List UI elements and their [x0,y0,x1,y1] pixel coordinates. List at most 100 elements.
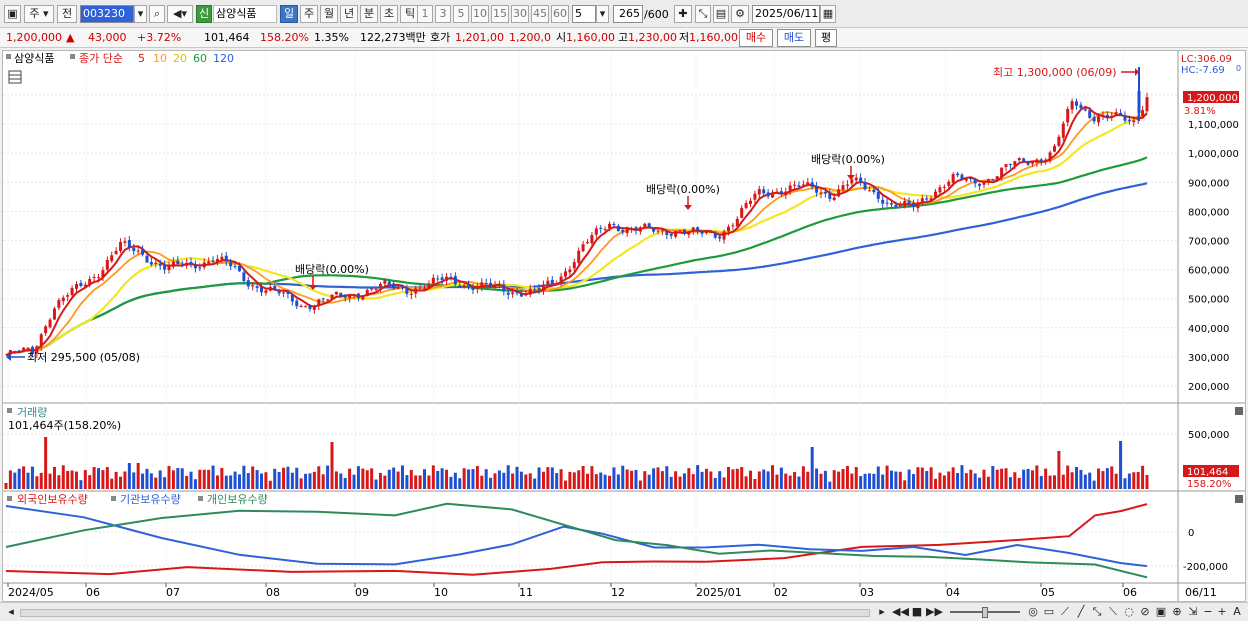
scroll-track[interactable] [20,609,870,617]
interval-button-10[interactable]: 10 [471,5,489,23]
interval-button-30[interactable]: 30 [511,5,529,23]
interval-button-3[interactable]: 3 [435,5,451,23]
interval-button-5[interactable]: 5 [453,5,469,23]
stop-icon[interactable]: ■ [911,605,923,618]
gear-icon[interactable]: ⚙ [731,5,749,23]
volume-bar [88,475,92,489]
volume-bar [295,467,299,489]
volume-bar [1101,471,1105,489]
tool-icon-10[interactable]: ⊕ [1172,605,1182,618]
tool-icon-2[interactable]: ▭ [1043,605,1055,618]
candle-body [832,197,836,201]
count-input[interactable]: 265 [613,5,643,23]
zoom-out-icon[interactable]: − [1203,605,1213,618]
sound-icon[interactable]: ◀▾ [167,5,193,23]
forward-icon[interactable]: ▶▶ [926,605,943,618]
box-select[interactable]: 주 ▾ [24,5,54,23]
candle-body [365,289,369,296]
tool-icon-5[interactable]: ⤡ [1092,605,1102,618]
tool-icon-9[interactable]: ▣ [1155,605,1167,618]
candle-body [370,288,374,290]
interval-input[interactable]: 5 [572,5,596,23]
table-icon[interactable] [8,70,22,84]
period-tab-3[interactable]: 년 [340,5,358,23]
chart-svg[interactable]: 1,100,000 1,000,000 900,000 800,000 700,000 6… [3,51,1245,601]
volume-bar [912,474,916,489]
tool-icon-1[interactable]: ◎ [1028,605,1038,618]
candle-body [497,285,501,287]
candle-body [771,193,775,198]
sell-button[interactable]: 매도 [777,29,811,47]
volume-bar [26,472,30,489]
candle-body [475,287,479,289]
interval-button-1[interactable]: 1 [417,5,433,23]
zoom-slider-handle[interactable] [982,607,988,618]
volume-bar [70,470,74,489]
candle-body [854,177,858,181]
interval-button-60[interactable]: 60 [551,5,569,23]
rewind-icon[interactable]: ◀◀ [892,605,909,618]
candle-body [286,291,290,294]
volume-bar [929,467,933,489]
interval-button-45[interactable]: 45 [531,5,549,23]
window-icon[interactable]: ▣ [4,5,21,23]
volume-panel-close-icon[interactable] [1235,407,1243,415]
candle-body [1105,114,1109,118]
volume-bar [797,476,801,489]
candle-body [198,267,202,269]
save-icon[interactable]: ▤ [713,5,729,23]
dividend-annotation: 배당락(0.00%) [811,153,885,166]
auto-scale-icon[interactable]: A [1233,605,1241,618]
tool-icon-7[interactable]: ◌ [1124,605,1134,618]
code-input[interactable]: 003230 [80,5,134,23]
chart-lines [5,105,1148,579]
prev-button[interactable]: 전 [57,5,77,23]
date-input[interactable]: 2025/06/11 [752,5,820,23]
volume-bar [132,472,136,489]
volume-bar [436,470,440,489]
period-tab-1[interactable]: 주 [300,5,318,23]
volume-bar [480,475,484,489]
scroll-left-icon[interactable]: ◂ [8,605,14,618]
period-tab-5[interactable]: 초 [380,5,398,23]
tool-icon-4[interactable]: ╱ [1077,605,1085,618]
search-icon[interactable]: ⌕ [149,5,165,23]
volume-bar [718,471,722,489]
interval-button-15[interactable]: 15 [491,5,509,23]
volume-bar [1097,468,1101,489]
draw-icon[interactable]: ⤡ [695,5,711,23]
buy-button[interactable]: 매수 [739,29,773,47]
candle-body [119,242,123,252]
tool-icon-6[interactable]: ⟍ [1109,605,1117,618]
scroll-right-icon[interactable]: ▸ [879,605,885,618]
interval-dropdown-icon[interactable]: ▾ [596,5,609,23]
volume-bar [1132,472,1136,489]
volume-bar [4,483,8,489]
period-tab-2[interactable]: 월 [320,5,338,23]
volume-bar [1000,468,1004,489]
volume-bar [643,471,647,489]
volume-bar [586,473,590,489]
code-dropdown-icon[interactable]: ▾ [134,5,147,23]
volume-bar [268,480,272,489]
holdings-panel-close-icon[interactable] [1235,495,1243,503]
price-y-tick: 700,000 [1188,237,1229,248]
candle-body [784,191,788,196]
tool-icon-8[interactable]: ⊘ [1140,605,1150,618]
crosshair-icon[interactable]: ✚ [674,5,692,23]
tool-icon-11[interactable]: ⇲ [1188,605,1198,618]
candle-body [669,233,673,236]
volume-bar [793,471,797,489]
zoom-in-icon[interactable]: + [1217,605,1227,618]
period-tab-0[interactable]: 일 [280,5,298,23]
avg-button[interactable]: 평 [815,29,837,47]
calendar-icon[interactable]: ▦ [820,5,836,23]
volume-bar [1119,441,1123,489]
chart-area[interactable]: 1,100,000 1,000,000 900,000 800,000 700,000 6… [2,50,1246,602]
tool-icon-3[interactable]: ⟋ [1061,605,1069,618]
candle-body [334,291,338,295]
ma-period-120: 120 [213,52,234,65]
candle-body [793,184,797,186]
period-tab-4[interactable]: 분 [360,5,378,23]
quote-low-label: 저 [679,31,690,44]
